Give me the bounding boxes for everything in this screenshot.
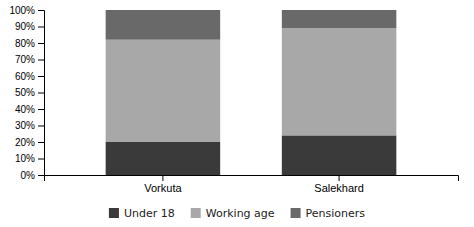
bar-segment — [282, 135, 397, 175]
tick-mark — [38, 43, 44, 44]
legend-swatch — [291, 208, 301, 218]
tick-mark — [38, 142, 44, 143]
tick-mark — [162, 175, 163, 181]
legend-item: Working age — [191, 207, 275, 220]
tick: 90% — [15, 21, 44, 32]
tick: 60% — [15, 71, 44, 82]
tick-label: 20% — [15, 137, 35, 148]
legend-item: Pensioners — [291, 207, 366, 220]
tick-label: 60% — [15, 71, 35, 82]
y-axis: 0% 10% 20% 30% 40% 50% 60% 70% 80% 90% 100% — [9, 5, 44, 181]
tick: 30% — [15, 120, 44, 131]
tick: 0% — [21, 170, 44, 181]
tick-mark — [38, 60, 44, 61]
legend-label: Pensioners — [306, 207, 366, 220]
tick-label: 50% — [15, 87, 35, 98]
legend: Under 18 Working age Pensioners — [109, 207, 365, 220]
tick: 40% — [15, 104, 44, 115]
bar-segment — [282, 10, 397, 28]
series — [106, 28, 397, 142]
tick: 80% — [15, 38, 44, 49]
tick-label: 0% — [21, 170, 36, 181]
tick: Salekhard — [314, 175, 364, 194]
legend-label: Working age — [206, 207, 275, 220]
tick-mark — [38, 93, 44, 94]
axis-line — [45, 176, 459, 182]
bar-segment — [106, 142, 221, 175]
tick-mark — [38, 109, 44, 110]
legend-swatch — [191, 208, 201, 218]
series — [106, 10, 397, 40]
tick-mark — [38, 126, 44, 127]
tick: 70% — [15, 54, 44, 65]
x-axis: Vorkuta Salekhard — [45, 175, 459, 194]
tick-label: 80% — [15, 38, 35, 49]
tick: Vorkuta — [144, 175, 182, 194]
tick-mark — [38, 27, 44, 28]
tick-mark — [339, 175, 340, 181]
tick-label: Salekhard — [314, 182, 364, 194]
tick-mark — [38, 175, 44, 176]
tick-label: Vorkuta — [144, 182, 182, 194]
chart: Vorkuta Salekhard 0% 10% 20% 30% 40% 50% 60% 70% 8… — [0, 0, 474, 227]
legend-item: Under 18 — [109, 207, 175, 220]
bar-segment — [106, 10, 221, 40]
tick-label: 90% — [15, 21, 35, 32]
tick: 10% — [15, 153, 44, 164]
tick-label: 100% — [9, 5, 35, 16]
bar-segment — [282, 28, 397, 135]
tick: 50% — [15, 87, 44, 98]
tick-mark — [38, 159, 44, 160]
tick-mark — [38, 76, 44, 77]
tick: 20% — [15, 137, 44, 148]
tick-label: 40% — [15, 104, 35, 115]
bars — [106, 10, 397, 175]
bar-segment — [106, 40, 221, 142]
tick-mark — [38, 10, 44, 11]
legend-label: Under 18 — [124, 207, 175, 220]
tick-label: 70% — [15, 54, 35, 65]
legend-swatch — [109, 208, 119, 218]
tick-label: 10% — [15, 153, 35, 164]
tick-label: 30% — [15, 120, 35, 131]
axis-line — [38, 11, 45, 176]
tick: 100% — [9, 5, 44, 16]
plot: Vorkuta Salekhard 0% 10% 20% 30% 40% 50% 60% 70% 8… — [9, 5, 458, 194]
